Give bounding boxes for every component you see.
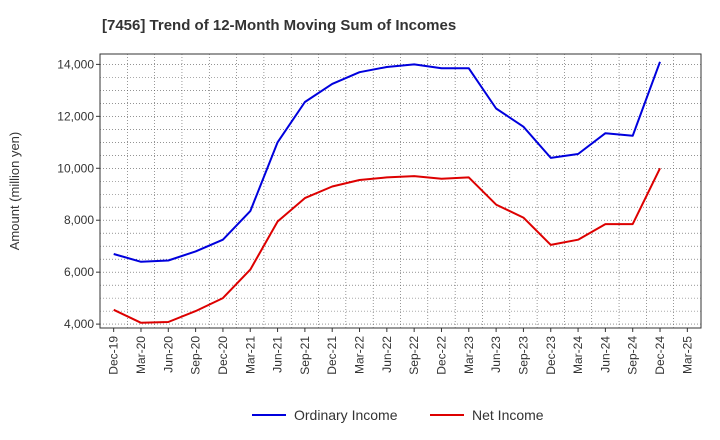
x-tick-label: Sep-24 — [626, 336, 640, 375]
x-tick-label: Dec-19 — [107, 336, 121, 375]
y-tick-label: 12,000 — [57, 109, 94, 123]
x-tick-label: Dec-24 — [653, 336, 667, 375]
x-tick-label: Sep-20 — [189, 336, 203, 375]
x-tick-label: Sep-21 — [298, 336, 312, 375]
plot-area — [99, 53, 702, 329]
gridlines — [100, 54, 701, 328]
x-tick-label: Sep-22 — [407, 336, 421, 375]
y-tick-label: 8,000 — [64, 213, 94, 227]
ordinary-income-legend-label: Ordinary Income — [294, 407, 398, 423]
x-tick-label: Dec-20 — [216, 336, 230, 375]
net-income-legend-label: Net Income — [472, 407, 544, 423]
x-tick-label: Mar-20 — [134, 336, 148, 374]
x-tick-label: Jun-24 — [598, 336, 612, 373]
x-tick-label: Mar-21 — [243, 336, 257, 374]
y-tick-label: 4,000 — [64, 317, 94, 331]
x-tick-label: Mar-23 — [462, 336, 476, 374]
x-tick-label: Jun-23 — [489, 336, 503, 373]
legend: Ordinary Income Net Income — [252, 407, 544, 423]
ordinary-income-line — [113, 61, 661, 263]
x-tick-label: Mar-25 — [680, 336, 694, 374]
y-tick-label: 10,000 — [57, 161, 94, 175]
x-tick-label: Sep-23 — [516, 336, 530, 375]
x-tick-label: Mar-24 — [571, 336, 585, 374]
x-tick-label: Mar-22 — [353, 336, 367, 374]
x-tick-label: Dec-23 — [544, 336, 558, 375]
x-tick-label: Jun-21 — [271, 336, 285, 373]
chart-title: [7456] Trend of 12-Month Moving Sum of I… — [102, 17, 456, 34]
series-lines — [113, 61, 661, 324]
y-axis-label: Amount (million yen) — [7, 132, 22, 251]
y-tick-label: 6,000 — [64, 265, 94, 279]
y-axis: 4,000 6,000 8,000 10,000 12,000 14,000 — [57, 57, 100, 331]
plot-frame — [99, 53, 702, 329]
x-tick-label: Dec-21 — [325, 336, 339, 375]
x-axis: Dec-19 Mar-20 Jun-20 Sep-20 Dec-20 Mar-21 Jun-… — [107, 328, 694, 375]
x-tick-label: Jun-22 — [380, 336, 394, 373]
net-income-line — [113, 167, 661, 324]
x-tick-label: Jun-20 — [161, 336, 175, 373]
x-tick-label: Dec-22 — [434, 336, 448, 375]
y-tick-label: 14,000 — [57, 57, 94, 71]
